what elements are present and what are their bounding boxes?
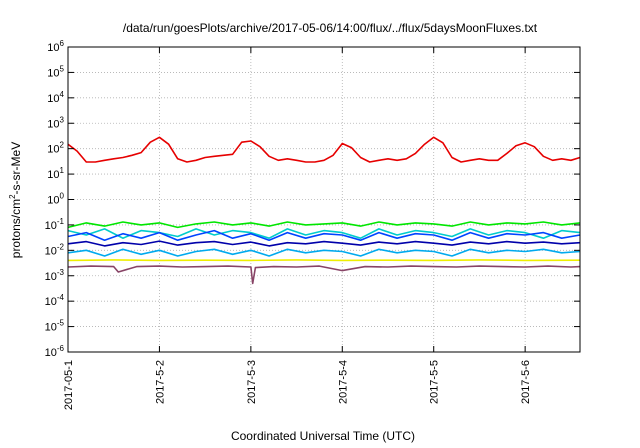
x-tick-label: 2017-5-5: [429, 360, 441, 404]
series-line-2: [67, 221, 581, 229]
x-tick-label: 2017-5-4: [337, 360, 349, 404]
series-line-4: [67, 229, 581, 241]
y-tick-label: 10-4: [45, 293, 65, 308]
y-axis-label: protons/cm2-s-sr-MeV: [8, 142, 23, 258]
series-line-8: [67, 265, 581, 285]
y-tick-label: 101: [47, 166, 64, 181]
x-tick-label: 2017-5-6: [520, 360, 532, 404]
x-axis-label: Coordinated Universal Time (UTC): [231, 429, 415, 443]
x-tick-label: 2017-5-3: [246, 360, 258, 404]
y-tick-label: 10-3: [45, 268, 65, 283]
y-axis-label-rest: -s-sr-MeV: [9, 142, 23, 195]
y-tick-label: 102: [47, 141, 64, 156]
series-line-3: [67, 228, 581, 239]
chart-title: /data/run/goesPlots/archive/2017-05-06/1…: [123, 21, 538, 35]
series-line-5: [67, 240, 581, 247]
x-tick-label: 2017-5-2: [154, 360, 166, 404]
y-tick-label: 10-1: [45, 217, 65, 232]
x-tick-label: 2017-05-1: [63, 360, 75, 410]
series-line-7: [67, 259, 581, 262]
y-tick-label: 10-6: [45, 344, 65, 359]
y-tick-label: 103: [47, 115, 64, 130]
y-tick-label: 10-5: [45, 319, 65, 334]
y-tick-label: 105: [47, 64, 64, 79]
y-axis-label-base: protons/cm: [9, 199, 23, 258]
y-tick-label: 100: [47, 192, 64, 207]
y-tick-label: 106: [47, 39, 64, 54]
grid: [68, 47, 580, 352]
svg-text:protons/cm2-s-sr-MeV: protons/cm2-s-sr-MeV: [8, 142, 23, 258]
y-tick-label: 10-2: [45, 242, 65, 257]
ticks: 10-6 10-5 10-4 10-3 10-2 10-1 100 101 102 103 104 1…: [45, 39, 580, 410]
series-line-1: [67, 136, 581, 163]
y-axis-label-sup: 2: [8, 194, 17, 199]
y-tick-label: 104: [47, 90, 64, 105]
series-lines: [67, 136, 581, 285]
series-line-6: [67, 248, 581, 257]
